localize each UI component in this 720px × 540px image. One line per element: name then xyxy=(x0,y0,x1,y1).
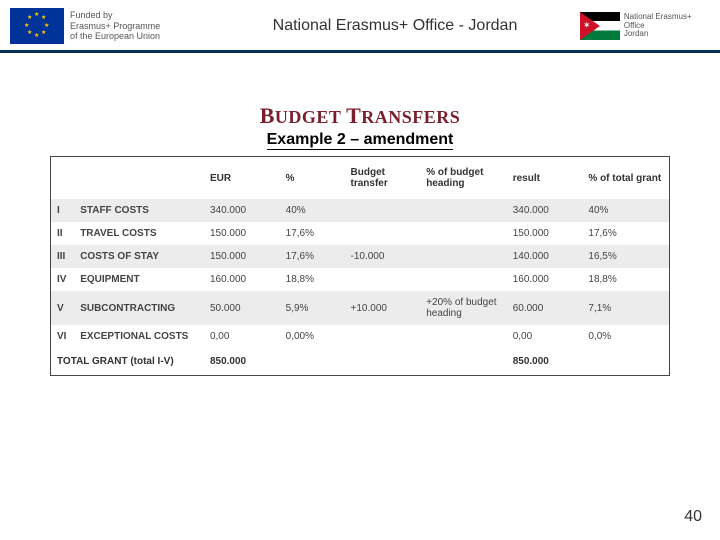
row-label: TRAVEL COSTS xyxy=(74,222,204,245)
row-eur: 0,00 xyxy=(204,325,280,348)
slide-content: BUDGET TRANSFERS Example 2 – amendment E… xyxy=(0,53,720,376)
row-pct-heading xyxy=(420,325,507,348)
row-pct: 17,6% xyxy=(280,222,345,245)
header-pct: % xyxy=(280,157,345,199)
row-pct: 18,8% xyxy=(280,268,345,291)
table-total-row: TOTAL GRANT (total I-V)850.000850.000 xyxy=(51,348,669,375)
row-pct: 5,9% xyxy=(280,291,345,325)
row-num: II xyxy=(51,222,74,245)
row-label: STAFF COSTS xyxy=(74,199,204,222)
row-pct: 40% xyxy=(280,199,345,222)
row-pct-heading xyxy=(420,222,507,245)
row-pct-total: 0,0% xyxy=(582,325,669,348)
row-label: EQUIPMENT xyxy=(74,268,204,291)
row-result: 60.000 xyxy=(507,291,583,325)
budget-table-container: EUR % Budget transfer % of budget headin… xyxy=(50,156,670,376)
row-transfer xyxy=(345,325,421,348)
header-eur: EUR xyxy=(204,157,280,199)
header-pct-total: % of total grant xyxy=(582,157,669,199)
page-number: 40 xyxy=(684,508,702,526)
row-num: I xyxy=(51,199,74,222)
row-pct-total: 40% xyxy=(582,199,669,222)
header-result: result xyxy=(507,157,583,199)
row-pct-total: 17,6% xyxy=(582,222,669,245)
row-result: 150.000 xyxy=(507,222,583,245)
row-num: III xyxy=(51,245,74,268)
row-transfer: -10.000 xyxy=(345,245,421,268)
row-pct: 0,00% xyxy=(280,325,345,348)
table-row: IIICOSTS OF STAY150.00017,6%-10.000 140.0… xyxy=(51,245,669,268)
row-result: 160.000 xyxy=(507,268,583,291)
row-pct-heading: +20% of budget heading xyxy=(420,291,507,325)
row-pct-total: 18,8% xyxy=(582,268,669,291)
row-transfer xyxy=(345,222,421,245)
row-pct-total: 7,1% xyxy=(582,291,669,325)
eu-text-line1: Funded by xyxy=(70,10,160,21)
row-transfer: +10.000 xyxy=(345,291,421,325)
title-part-b: UDGET xyxy=(275,107,346,127)
row-result: 0,00 xyxy=(507,325,583,348)
total-result: 850.000 xyxy=(507,348,583,375)
row-eur: 160.000 xyxy=(204,268,280,291)
jordan-logo-block: National Erasmus+ Office Jordan xyxy=(580,12,710,40)
row-label: EXCEPTIONAL COSTS xyxy=(74,325,204,348)
row-eur: 150.000 xyxy=(204,222,280,245)
row-pct-total: 16,5% xyxy=(582,245,669,268)
row-transfer xyxy=(345,268,421,291)
subtitle: Example 2 – amendment xyxy=(267,131,454,150)
title-part-c: T xyxy=(346,103,361,128)
row-eur: 150.000 xyxy=(204,245,280,268)
eu-funding-text: Funded by Erasmus+ Programme of the Euro… xyxy=(70,10,160,42)
right-text-line1: National Erasmus+ Office xyxy=(624,13,710,31)
row-transfer xyxy=(345,199,421,222)
row-pct-heading xyxy=(420,268,507,291)
table-row: VSUBCONTRACTING50.0005,9%+10.000+20% of … xyxy=(51,291,669,325)
row-num: V xyxy=(51,291,74,325)
header-pct-heading: % of budget heading xyxy=(420,157,507,199)
table-header-row: EUR % Budget transfer % of budget headin… xyxy=(51,157,669,199)
title-part-d: RANSFERS xyxy=(361,107,460,127)
row-eur: 340.000 xyxy=(204,199,280,222)
jordan-office-text: National Erasmus+ Office Jordan xyxy=(624,13,710,39)
row-eur: 50.000 xyxy=(204,291,280,325)
table-row: VIEXCEPTIONAL COSTS0,000,00%0,000,0% xyxy=(51,325,669,348)
table-row: IITRAVEL COSTS150.00017,6%150.00017,6% xyxy=(51,222,669,245)
table-row: ISTAFF COSTS340.00040%340.00040% xyxy=(51,199,669,222)
header-transfer: Budget transfer xyxy=(345,157,421,199)
row-pct: 17,6% xyxy=(280,245,345,268)
row-result: 340.000 xyxy=(507,199,583,222)
total-label: TOTAL GRANT (total I-V) xyxy=(51,348,204,375)
row-label: COSTS OF STAY xyxy=(74,245,204,268)
row-result: 140.000 xyxy=(507,245,583,268)
header-title: National Erasmus+ Office - Jordan xyxy=(210,17,580,35)
total-eur: 850.000 xyxy=(204,348,280,375)
slide-header: ★ ★ ★ ★ ★ ★ ★ ★ Funded by Erasmus+ Progr… xyxy=(0,0,720,53)
eu-flag-icon: ★ ★ ★ ★ ★ ★ ★ ★ xyxy=(10,8,64,44)
row-pct-heading xyxy=(420,199,507,222)
row-num: VI xyxy=(51,325,74,348)
right-text-line2: Jordan xyxy=(624,30,710,39)
row-pct-heading xyxy=(420,245,507,268)
eu-text-line3: of the European Union xyxy=(70,31,160,42)
row-label: SUBCONTRACTING xyxy=(74,291,204,325)
budget-table: EUR % Budget transfer % of budget headin… xyxy=(51,157,669,375)
eu-text-line2: Erasmus+ Programme xyxy=(70,21,160,32)
title-part-a: B xyxy=(260,103,275,128)
main-title: BUDGET TRANSFERS xyxy=(30,103,690,129)
jordan-flag-icon xyxy=(580,12,620,40)
eu-logo-block: ★ ★ ★ ★ ★ ★ ★ ★ Funded by Erasmus+ Progr… xyxy=(10,8,210,44)
row-num: IV xyxy=(51,268,74,291)
table-row: IVEQUIPMENT160.00018,8%160.00018,8% xyxy=(51,268,669,291)
